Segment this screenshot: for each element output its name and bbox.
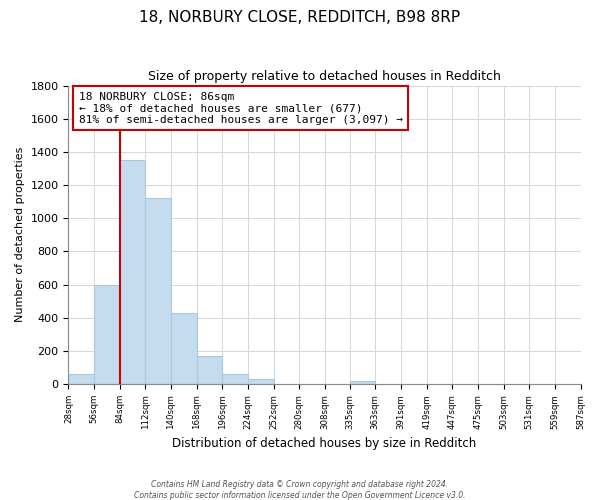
Bar [145, 198, 171, 384]
X-axis label: Distribution of detached houses by size in Redditch: Distribution of detached houses by size … [172, 437, 476, 450]
Bar [68, 374, 94, 384]
Bar [171, 313, 197, 384]
Text: 18 NORBURY CLOSE: 86sqm
← 18% of detached houses are smaller (677)
81% of semi-d: 18 NORBURY CLOSE: 86sqm ← 18% of detache… [79, 92, 403, 124]
Bar [350, 381, 375, 384]
Bar [197, 356, 223, 384]
Bar [248, 379, 274, 384]
Title: Size of property relative to detached houses in Redditch: Size of property relative to detached ho… [148, 70, 501, 83]
Bar [94, 284, 120, 384]
Text: Contains HM Land Registry data © Crown copyright and database right 2024.
Contai: Contains HM Land Registry data © Crown c… [134, 480, 466, 500]
Y-axis label: Number of detached properties: Number of detached properties [15, 147, 25, 322]
Bar [120, 160, 145, 384]
Bar [223, 374, 248, 384]
Text: 18, NORBURY CLOSE, REDDITCH, B98 8RP: 18, NORBURY CLOSE, REDDITCH, B98 8RP [139, 10, 461, 25]
